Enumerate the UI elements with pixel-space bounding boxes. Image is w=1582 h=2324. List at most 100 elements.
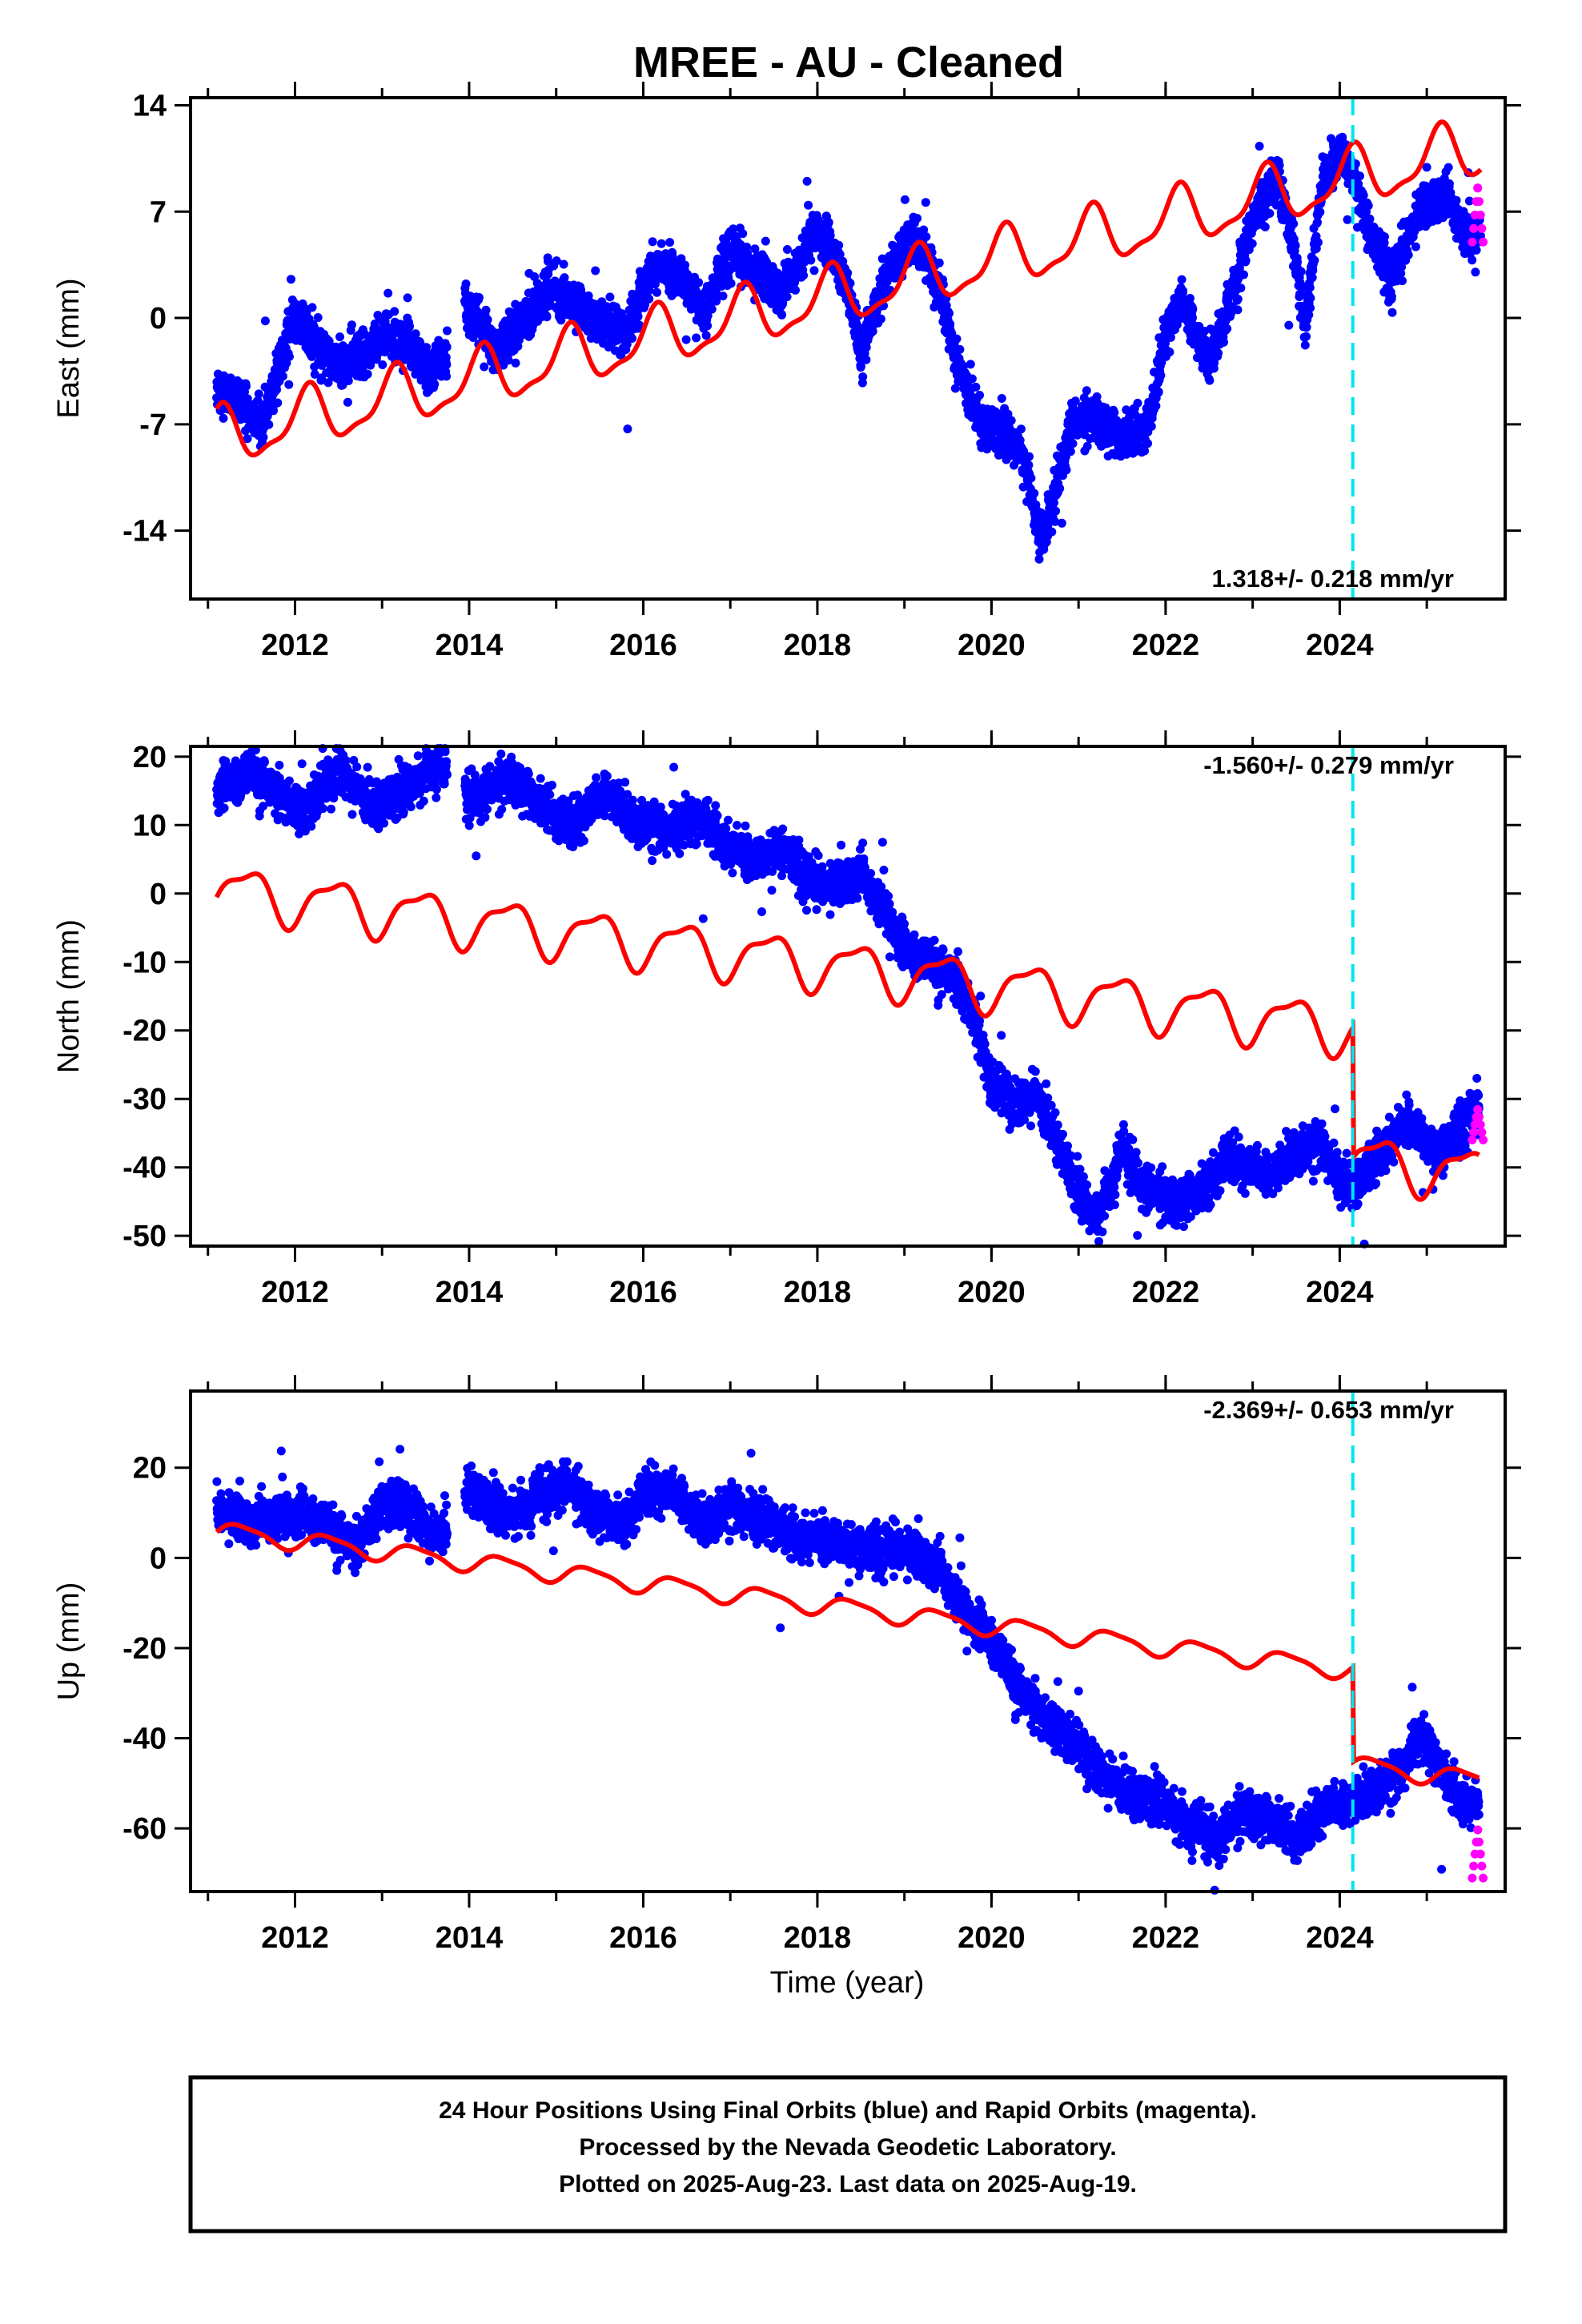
east-data-point <box>272 385 282 395</box>
east-rapid-point <box>1477 223 1487 233</box>
east-y-tick-label: 7 <box>150 195 167 229</box>
east-data-point <box>1444 179 1454 188</box>
east-data-point <box>390 307 400 316</box>
east-data-point <box>480 362 489 372</box>
east-data-point <box>1026 473 1036 483</box>
east-data-point <box>1255 142 1264 151</box>
east-data-point <box>1143 439 1152 448</box>
east-data-point <box>284 380 294 389</box>
figure-title: MREE - AU - Cleaned <box>633 38 1064 86</box>
east-data-point <box>1236 283 1246 293</box>
east-data-point <box>1062 465 1071 475</box>
east-data-point <box>1146 421 1156 431</box>
east-data-point <box>656 239 666 248</box>
east-data-point <box>1387 308 1397 317</box>
east-data-point <box>791 285 800 295</box>
east-data-point <box>1055 484 1065 493</box>
east-data-point <box>405 321 414 331</box>
east-data-point <box>1452 195 1461 205</box>
east-data-point <box>1265 209 1275 218</box>
east-data-point <box>1151 401 1161 411</box>
east-data-point <box>560 273 569 283</box>
east-data-point <box>1305 283 1315 292</box>
east-data-point <box>665 238 675 247</box>
east-data-point <box>1057 518 1066 528</box>
east-data-point <box>1355 171 1364 181</box>
east-data-point <box>343 397 352 407</box>
east-data-point <box>1066 447 1075 456</box>
east-data-point <box>260 316 270 326</box>
east-data-point <box>1302 332 1311 341</box>
east-data-point <box>804 200 813 210</box>
east-data-point <box>1296 267 1306 276</box>
east-data-point <box>1365 214 1375 223</box>
east-data-point <box>644 294 654 304</box>
east-data-point <box>761 236 770 246</box>
east-x-tick-label: 2020 <box>958 629 1026 662</box>
east-data-point <box>1133 398 1142 408</box>
east-x-tick-label: 2024 <box>1306 629 1374 662</box>
east-data-point <box>1291 241 1300 251</box>
north-data-point <box>219 803 229 813</box>
east-data-point <box>623 424 632 434</box>
north-observed-points <box>212 744 1484 1248</box>
east-rapid-point <box>1476 211 1485 219</box>
east-data-point <box>483 315 492 324</box>
east-data-point <box>997 394 1006 403</box>
east-data-point <box>861 355 871 364</box>
east-data-point <box>442 342 452 352</box>
east-data-point <box>1025 452 1034 461</box>
east-y-tick-label: -7 <box>139 408 167 442</box>
east-x-tick-label: 2022 <box>1132 629 1200 662</box>
east-observed-points <box>212 132 1485 564</box>
east-data-point <box>347 320 356 330</box>
east-data-point <box>1310 255 1319 265</box>
east-data-point <box>975 391 985 400</box>
east-data-point <box>900 195 909 204</box>
east-data-point <box>806 255 816 265</box>
east-data-point <box>703 321 713 331</box>
east-data-point <box>1178 286 1188 296</box>
east-data-point <box>971 382 981 392</box>
east-x-tick-label: 2014 <box>436 629 504 662</box>
east-data-point <box>273 398 283 408</box>
east-data-point <box>628 334 636 343</box>
east-data-point <box>802 176 812 186</box>
east-data-point <box>542 312 552 322</box>
east-data-point <box>1082 386 1091 396</box>
east-data-point <box>443 326 452 336</box>
east-data-point <box>1156 371 1166 380</box>
east-data-point <box>605 292 615 302</box>
east-data-point <box>284 352 294 361</box>
east-data-point <box>782 292 792 302</box>
east-y-tick-label: 14 <box>133 89 167 123</box>
east-data-point <box>1471 267 1480 277</box>
east-data-point <box>718 292 728 301</box>
east-data-point <box>1082 441 1092 451</box>
east-data-point <box>1154 387 1163 396</box>
east-data-point <box>264 420 274 429</box>
east-rapid-point <box>1468 237 1477 247</box>
east-data-point <box>559 259 568 269</box>
east-data-point <box>707 304 717 314</box>
east-data-point <box>263 411 272 420</box>
east-data-point <box>782 245 792 254</box>
east-data-point <box>243 434 252 444</box>
east-data-point <box>442 360 452 369</box>
east-data-point <box>1188 304 1198 314</box>
east-data-point <box>1233 305 1243 315</box>
east-data-point <box>913 214 922 223</box>
east-data-point <box>726 279 736 288</box>
east-data-point <box>1006 416 1016 425</box>
east-data-point <box>692 333 701 343</box>
east-data-point <box>307 303 317 312</box>
east-data-point <box>921 232 931 242</box>
east-data-point <box>921 198 930 207</box>
east-x-tick-label: 2016 <box>609 629 677 662</box>
east-data-point <box>430 380 440 389</box>
east-data-point <box>1313 238 1323 247</box>
east-data-point <box>861 343 871 352</box>
east-data-point <box>461 279 471 288</box>
east-data-point <box>1165 348 1174 357</box>
